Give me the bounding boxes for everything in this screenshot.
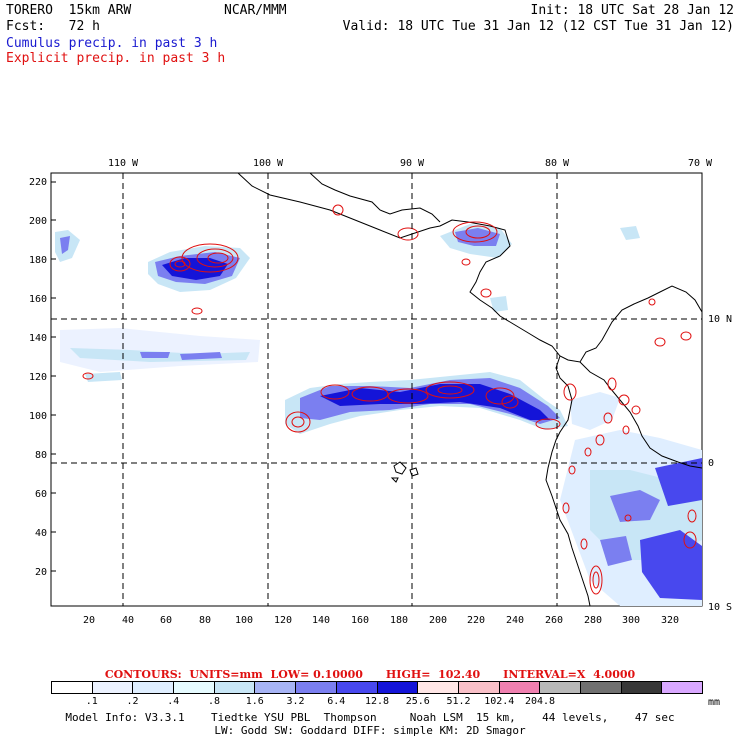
- svg-text:60: 60: [160, 615, 172, 626]
- svg-text:220: 220: [29, 177, 47, 188]
- colorbar-cell: [92, 682, 134, 693]
- colorbar-cell: [499, 682, 541, 693]
- colorbar-cell: [377, 682, 419, 693]
- colorbar-label: .2: [126, 696, 139, 707]
- init-time: Init: 18 UTC Sat 28 Jan 12: [530, 3, 735, 18]
- colorbar-cell: [580, 682, 622, 693]
- colorbar-label: 102.4: [484, 696, 515, 707]
- precip-colorbar: [51, 681, 703, 694]
- colorbar-label: .1: [85, 696, 98, 707]
- svg-text:200: 200: [429, 615, 447, 626]
- model-info-line1: Model Info: V3.3.1 Tiedtke YSU PBL Thomp…: [65, 711, 675, 724]
- svg-text:100: 100: [29, 411, 47, 422]
- lon-label-110w: 110 W: [108, 158, 139, 169]
- colorbar-cell: [458, 682, 500, 693]
- colorbar-label: 1.6: [245, 696, 264, 707]
- colorbar-cell: [621, 682, 663, 693]
- svg-text:20: 20: [35, 567, 47, 578]
- svg-text:100: 100: [235, 615, 253, 626]
- lon-label-70w: 70 W: [688, 158, 713, 169]
- colorbar-label: 25.6: [405, 696, 430, 707]
- svg-text:180: 180: [29, 255, 47, 266]
- field-explicit-label: Explicit precip. in past 3 h: [6, 51, 226, 66]
- colorbar-cell: [52, 682, 93, 693]
- colorbar-label: 51.2: [446, 696, 471, 707]
- lon-label-90w: 90 W: [400, 158, 425, 169]
- colorbar-cell: [174, 682, 215, 693]
- svg-text:20: 20: [83, 615, 95, 626]
- svg-text:40: 40: [35, 528, 47, 539]
- lon-label-100w: 100 W: [253, 158, 284, 169]
- lon-label-80w: 80 W: [545, 158, 570, 169]
- colorbar-cell: [255, 682, 297, 693]
- coastline: [237, 172, 703, 607]
- lat-label-0: 0: [708, 458, 714, 469]
- forecast-hour: Fcst: 72 h: [6, 19, 100, 34]
- colorbar-cell: [133, 682, 175, 693]
- svg-text:300: 300: [622, 615, 640, 626]
- svg-text:200: 200: [29, 216, 47, 227]
- svg-text:140: 140: [312, 615, 330, 626]
- svg-text:40: 40: [122, 615, 134, 626]
- lat-label-10n: 10 N: [708, 314, 732, 325]
- svg-text:320: 320: [661, 615, 679, 626]
- lat-label-10s: 10 S: [708, 602, 732, 613]
- organization: NCAR/MMM: [224, 3, 287, 18]
- svg-text:80: 80: [35, 450, 47, 461]
- svg-text:160: 160: [351, 615, 369, 626]
- colorbar-label: .8: [207, 696, 221, 707]
- svg-text:280: 280: [584, 615, 602, 626]
- svg-text:160: 160: [29, 294, 47, 305]
- svg-text:80: 80: [199, 615, 211, 626]
- colorbar-cell: [214, 682, 256, 693]
- svg-text:240: 240: [506, 615, 524, 626]
- valid-time: Valid: 18 UTC Tue 31 Jan 12 (12 CST Tue …: [342, 19, 734, 34]
- svg-text:220: 220: [467, 615, 485, 626]
- frame-ticks: [51, 181, 56, 572]
- model-info-line2: LW: Godd SW: Goddard DIFF: simple KM: 2D…: [214, 724, 526, 737]
- model-name: TORERO 15km ARW: [6, 3, 132, 18]
- colorbar-label: 204.8: [524, 696, 556, 707]
- colorbar-label: .4: [167, 696, 180, 707]
- svg-text:180: 180: [390, 615, 408, 626]
- svg-text:120: 120: [274, 615, 292, 626]
- svg-text:120: 120: [29, 372, 47, 383]
- colorbar-cell: [336, 682, 378, 693]
- colorbar-cell: [540, 682, 581, 693]
- lat-lon-grid: [51, 173, 702, 606]
- explicit-precip-contours: [82, 204, 697, 595]
- colorbar-label: 6.4: [327, 696, 346, 707]
- colorbar-cell: [418, 682, 459, 693]
- colorbar-label: 3.2: [286, 696, 305, 707]
- y-axis-labels: 220 200 180 160 140 120 100 80 60 40 20: [29, 177, 47, 578]
- colorbar-units: mm: [708, 697, 721, 708]
- contours-info: CONTOURS: UNITS=mm LOW= 0.10000 HIGH= 10…: [104, 668, 636, 681]
- x-axis-labels: 20 40 60 80 100 120 140 160 180 200 220 …: [83, 615, 679, 626]
- colorbar-cell: [296, 682, 337, 693]
- svg-text:60: 60: [35, 489, 47, 500]
- colorbar-cell: [662, 682, 702, 693]
- svg-text:140: 140: [29, 333, 47, 344]
- svg-text:260: 260: [545, 615, 563, 626]
- colorbar-label: 12.8: [364, 696, 390, 707]
- field-cumulus-label: Cumulus precip. in past 3 h: [6, 36, 218, 51]
